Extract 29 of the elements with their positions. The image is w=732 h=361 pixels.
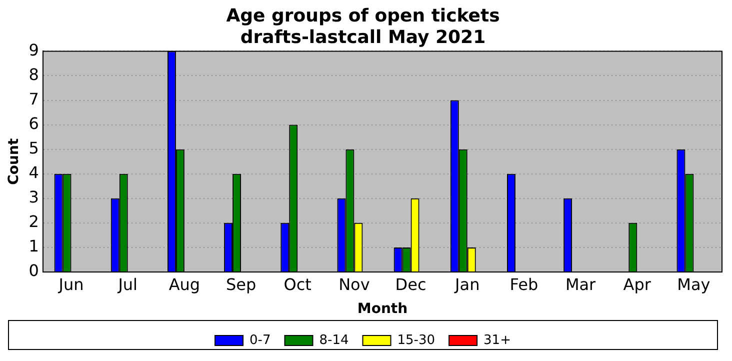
x-tick-label: Oct	[284, 274, 312, 294]
y-tick-label: 2	[28, 212, 39, 232]
x-tick-label: Nov	[338, 274, 370, 294]
x-axis-title: Month	[357, 301, 408, 318]
x-tick-label: Mar	[565, 274, 596, 294]
y-tick-label: 4	[28, 163, 39, 182]
x-tick-label: Aug	[168, 274, 200, 294]
x-tick-label: Jun	[58, 274, 84, 294]
y-tick-label: 8	[28, 64, 39, 84]
x-tick-label: Jan	[454, 274, 480, 294]
x-tick-label: Feb	[510, 274, 538, 294]
y-axis-title: Count	[6, 138, 22, 185]
y-tick-label: 7	[28, 89, 39, 108]
y-tick-label: 0	[28, 261, 39, 280]
y-tick-label: 5	[28, 138, 39, 158]
y-tick-label: 6	[28, 114, 39, 133]
chart-title: Age groups of open tickets drafts-lastcall May 2021	[226, 5, 500, 48]
y-tick-label: 1	[28, 236, 39, 256]
legend-label: 8-14	[319, 332, 349, 348]
y-tick-label: 9	[28, 40, 39, 60]
legend-label: 31+	[484, 332, 511, 348]
y-tick-label: 3	[28, 188, 39, 207]
legend-label: 15-30	[397, 332, 436, 348]
x-tick-label: Sep	[226, 274, 256, 294]
x-tick-label: Dec	[395, 274, 426, 294]
x-tick-label: Jul	[117, 274, 138, 294]
x-tick-label: Apr	[623, 274, 652, 294]
x-tick-label: May	[677, 274, 710, 294]
legend-label: 0-7	[250, 332, 271, 348]
